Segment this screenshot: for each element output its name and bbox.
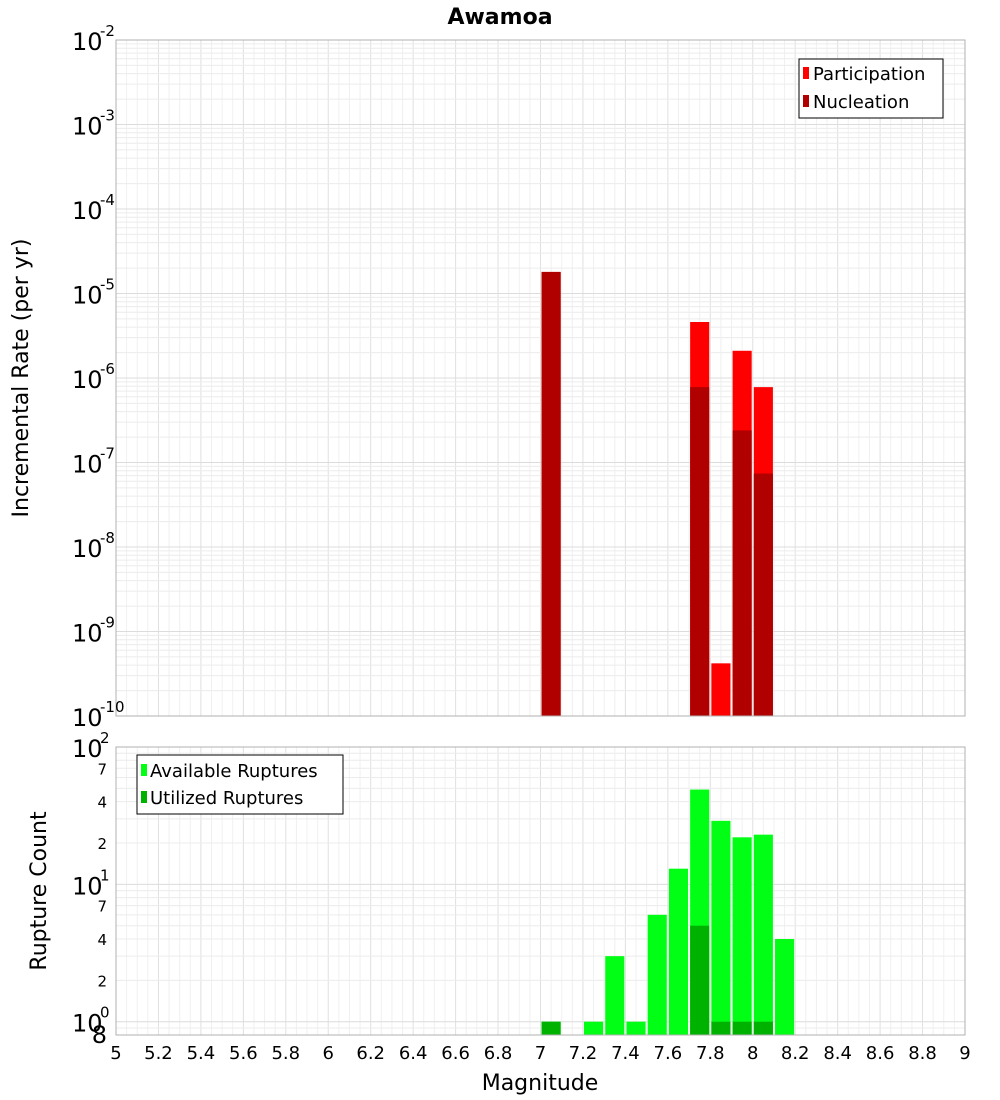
x-tick-label: 7.4	[611, 1043, 640, 1064]
x-axis-label: Magnitude	[482, 1071, 599, 1096]
top-plot: 10-210-310-410-510-610-710-810-910-10 In…	[9, 22, 966, 732]
y-tick-exponent: -9	[100, 614, 115, 632]
bar-participation	[711, 663, 731, 716]
y-tick-label: 10	[72, 366, 103, 394]
top-legend: Participation Nucleation	[798, 58, 944, 119]
bar-utilized-ruptures	[690, 925, 710, 1035]
x-tick-label: 5.4	[187, 1043, 216, 1064]
legend-swatch-utilized-ruptures	[141, 791, 147, 803]
bar-utilized-ruptures	[541, 1021, 561, 1035]
y-tick-label: 10	[72, 704, 103, 732]
y-tick-minor-label: 4	[97, 794, 107, 812]
x-tick-label: 9	[959, 1043, 970, 1064]
x-tick-label: 8.2	[781, 1043, 810, 1064]
x-tick-label: 6	[323, 1043, 334, 1064]
legend-label-nucleation: Nucleation	[813, 92, 909, 113]
bar-nucleation	[541, 271, 561, 716]
x-tick-label: 6.6	[441, 1043, 470, 1064]
y-tick-exponent: -4	[100, 191, 115, 209]
y-tick-minor-label: 2	[97, 972, 107, 990]
y-tick-label: 10	[72, 113, 103, 141]
bar-available-ruptures	[775, 939, 795, 1035]
y-tick-minor-label: 7	[97, 898, 107, 916]
x-tick-label: 7.8	[696, 1043, 725, 1064]
y-tick-label: 10	[72, 620, 103, 648]
y-tick-exponent: -6	[100, 360, 115, 378]
bar-utilized-ruptures	[711, 1021, 731, 1035]
bottom-y-axis-label: Rupture Count	[27, 811, 52, 971]
x-tick-label: 8.6	[866, 1043, 895, 1064]
bar-available-ruptures	[584, 1021, 604, 1035]
y-tick-exponent: -2	[100, 22, 115, 40]
y-tick-minor-label: 4	[97, 931, 107, 949]
y-tick-label: 10	[72, 197, 103, 225]
y-tick-label: 10	[72, 28, 103, 56]
legend-swatch-available-ruptures	[141, 764, 147, 776]
y-tick-minor-label: 7	[97, 760, 107, 778]
bar-nucleation	[690, 387, 710, 716]
x-tick-label: 7	[535, 1043, 546, 1064]
y-tick-label: 10	[72, 1010, 103, 1038]
top-plot-grid	[115, 39, 966, 717]
top-plot-frame	[115, 39, 966, 717]
y-tick-label: 10	[72, 282, 103, 310]
y-tick-exponent: -8	[100, 529, 115, 547]
y-tick-exponent: -10	[100, 698, 125, 716]
x-tick-label: 5.6	[229, 1043, 258, 1064]
bar-available-ruptures	[605, 956, 625, 1035]
legend-swatch-participation	[803, 67, 809, 79]
y-tick-label: 10	[72, 872, 103, 900]
x-tick-label: 6.4	[399, 1043, 428, 1064]
y-tick-exponent: 2	[100, 729, 110, 747]
y-tick-exponent: 1	[100, 866, 110, 884]
legend-label-participation: Participation	[813, 64, 925, 85]
top-y-axis-label: Incremental Rate (per yr)	[9, 239, 34, 518]
y-tick-minor-label: 8	[92, 1021, 107, 1049]
x-tick-label: 6.2	[356, 1043, 385, 1064]
bar-available-ruptures	[647, 914, 667, 1035]
top-y-ticks: 10-210-310-410-510-610-710-810-910-10	[72, 22, 125, 732]
bar-utilized-ruptures	[732, 1021, 752, 1035]
legend-label-available-ruptures: Available Ruptures	[150, 761, 318, 782]
bar-available-ruptures	[753, 834, 773, 1035]
bottom-legend: Available Ruptures Utilized Ruptures	[136, 754, 344, 815]
legend-swatch-nucleation	[803, 95, 809, 107]
x-tick-label: 7.6	[654, 1043, 683, 1064]
x-tick-label: 5.8	[271, 1043, 300, 1064]
bottom-plot-frame	[115, 746, 966, 1036]
y-tick-label: 10	[72, 735, 103, 763]
x-ticks: 5 5.2 5.4 5.6 5.8 6 6.2 6.4 6.6 6.8 7 7.2 7.4 7.6 7.8 8…	[110, 1043, 970, 1064]
bar-nucleation	[732, 430, 752, 716]
y-tick-exponent: -7	[100, 445, 115, 463]
x-tick-label: 6.8	[484, 1043, 513, 1064]
y-tick-label: 10	[72, 451, 103, 479]
y-tick-minor-label: 2	[97, 835, 107, 853]
y-tick-exponent: 0	[100, 1004, 110, 1022]
bar-utilized-ruptures	[753, 1021, 773, 1035]
x-tick-label: 5	[110, 1043, 121, 1064]
bar-available-ruptures	[626, 1021, 646, 1035]
x-tick-label: 7.2	[569, 1043, 598, 1064]
x-tick-label: 8.4	[823, 1043, 852, 1064]
x-tick-label: 5.2	[144, 1043, 173, 1064]
x-tick-label: 8.8	[908, 1043, 937, 1064]
x-tick-label: 8	[747, 1043, 758, 1064]
top-plot-bars	[541, 271, 773, 716]
bottom-plot-bars	[541, 789, 795, 1035]
bar-available-ruptures	[711, 820, 731, 1035]
bar-available-ruptures	[732, 837, 752, 1035]
bar-nucleation	[753, 473, 773, 716]
legend-label-utilized-ruptures: Utilized Ruptures	[150, 788, 303, 809]
y-tick-exponent: -5	[100, 276, 115, 294]
bar-available-ruptures	[668, 868, 689, 1035]
bottom-legend-box	[136, 754, 344, 815]
y-tick-exponent: -3	[100, 107, 115, 125]
chart-title: Awamoa	[447, 5, 552, 30]
top-legend-box	[798, 58, 944, 119]
y-tick-label: 10	[72, 535, 103, 563]
